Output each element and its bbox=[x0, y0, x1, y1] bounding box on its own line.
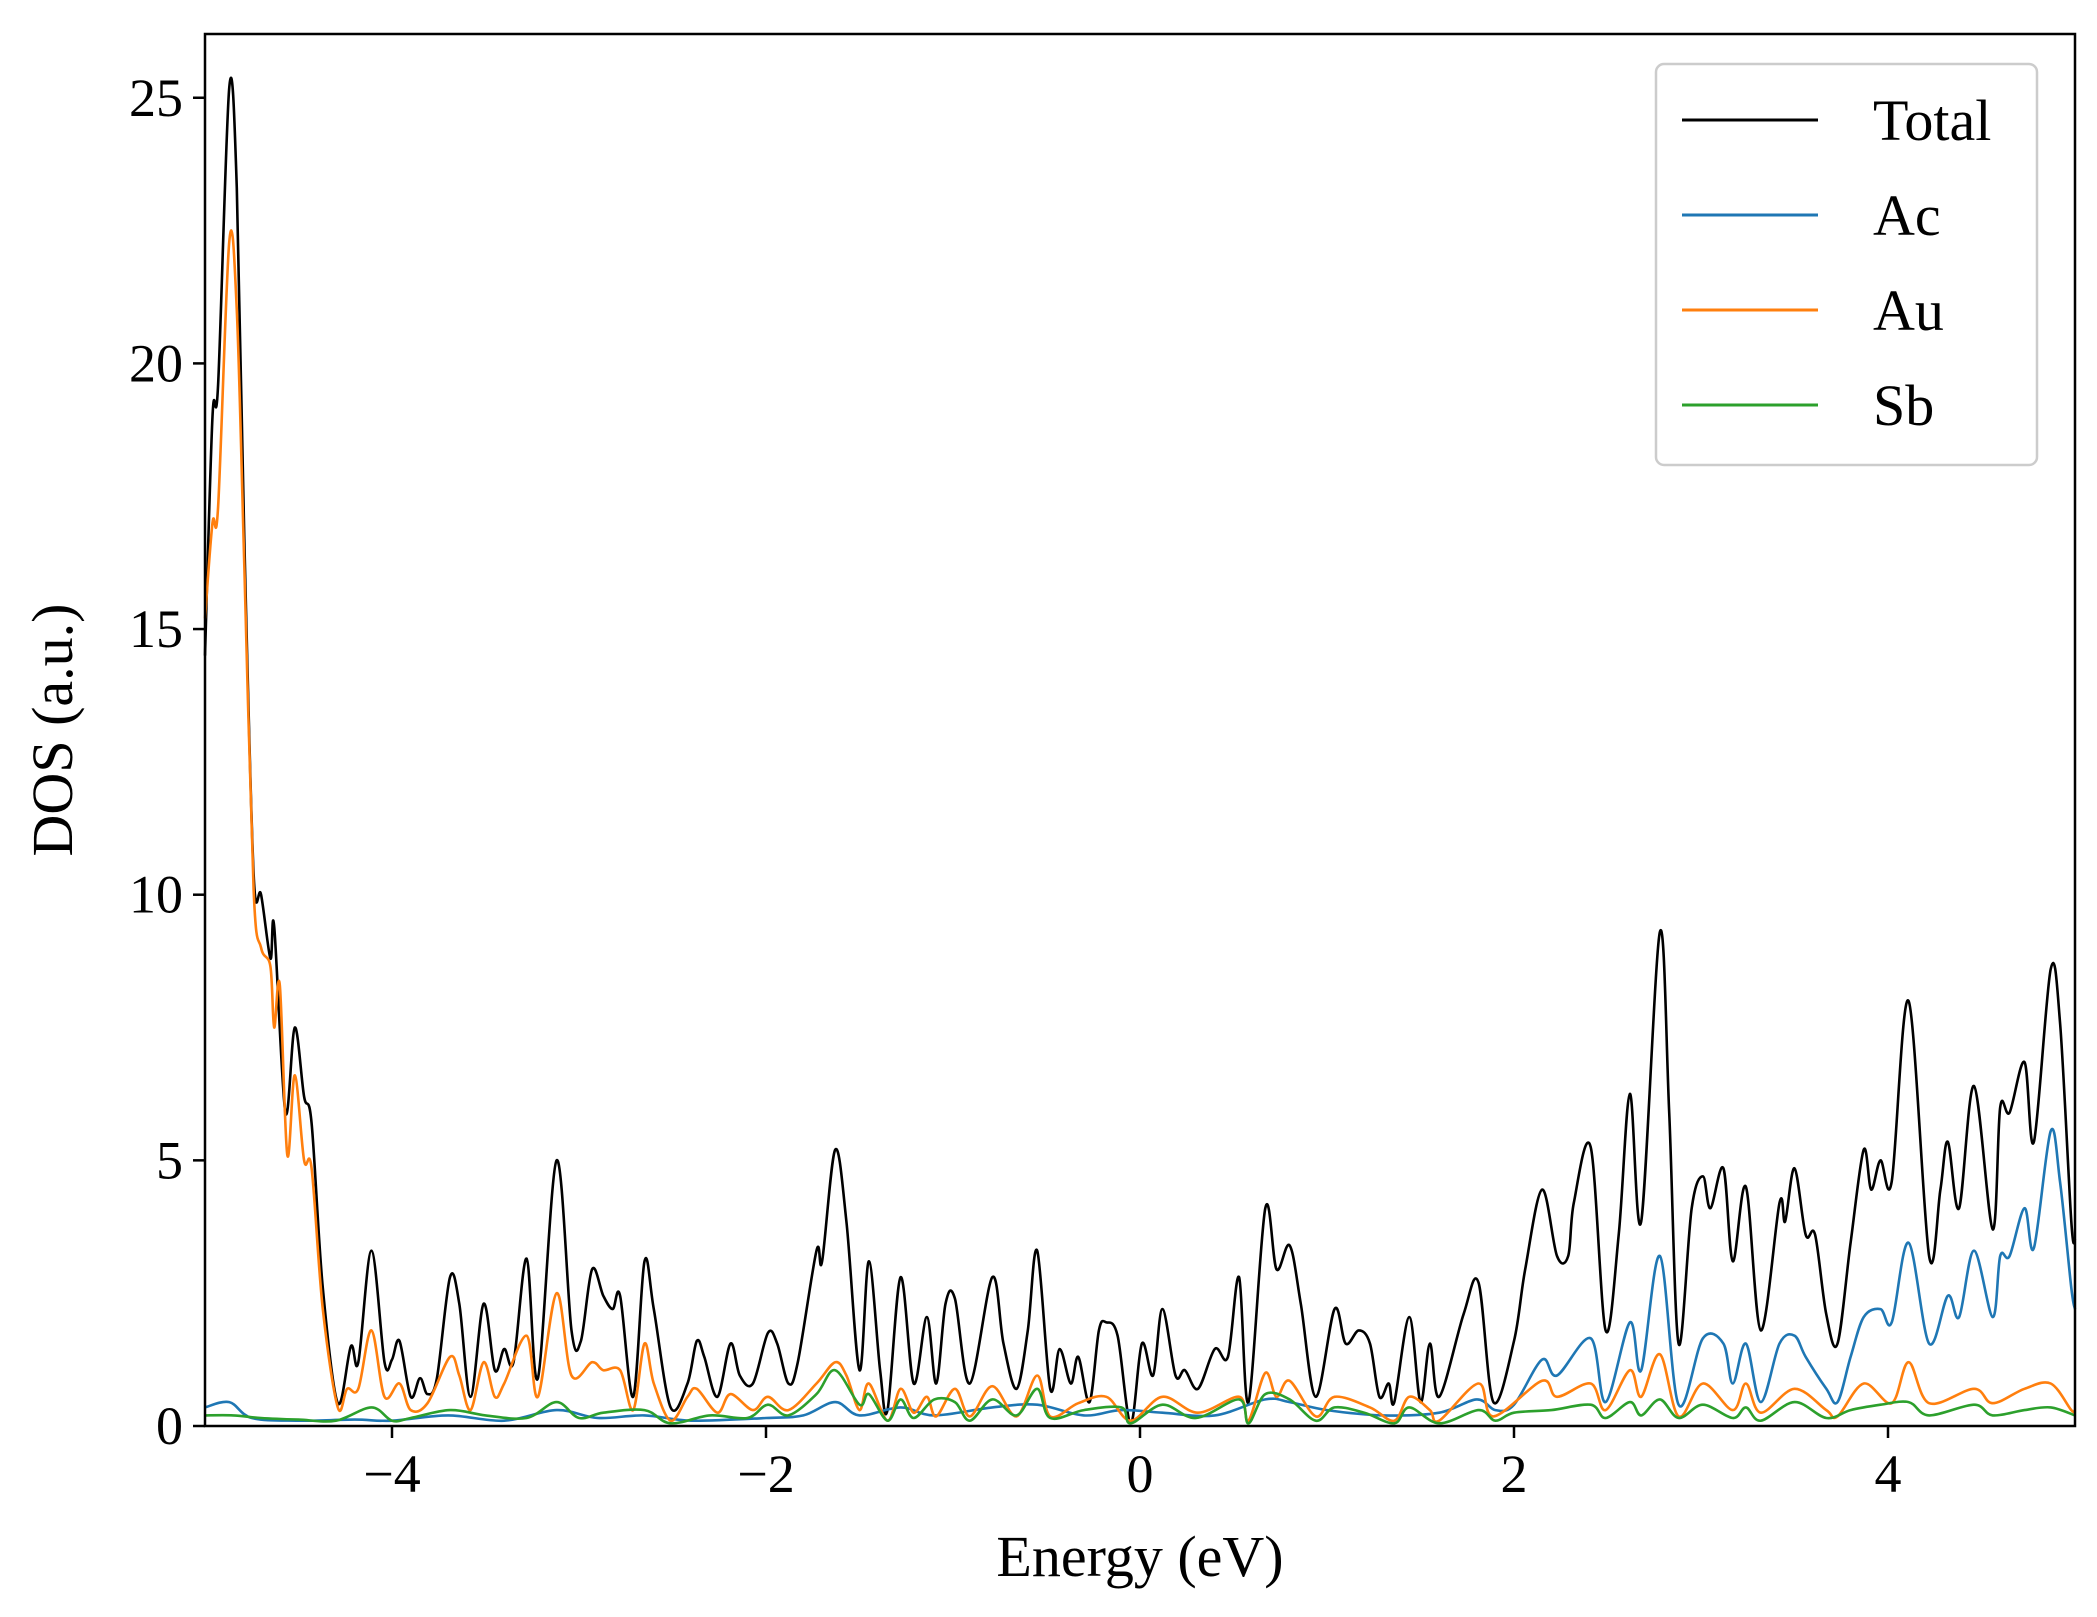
series-line-au bbox=[203, 229, 2077, 1423]
legend-label-au: Au bbox=[1873, 278, 1944, 343]
y-tick-label: 20 bbox=[129, 333, 183, 393]
series-line-sb bbox=[204, 1368, 2076, 1425]
y-tick-label: 10 bbox=[129, 865, 183, 925]
legend-label-sb: Sb bbox=[1873, 373, 1934, 438]
x-tick-label: 0 bbox=[1127, 1444, 1154, 1504]
legend: Total Ac Au Sb bbox=[1654, 62, 2039, 467]
y-tick-label: 5 bbox=[156, 1130, 183, 1190]
series-layer bbox=[203, 76, 2077, 1425]
x-tick-label: −2 bbox=[737, 1444, 794, 1504]
legend-label-total: Total bbox=[1873, 88, 1991, 153]
y-tick-label: 15 bbox=[129, 599, 183, 659]
x-tick-label: −4 bbox=[363, 1444, 420, 1504]
ticks-layer: −4 −2 0 2 4 0 5 10 15 20 25 bbox=[129, 68, 1902, 1504]
x-axis-label: Energy (eV) bbox=[996, 1524, 1283, 1589]
legend-label-ac: Ac bbox=[1873, 183, 1941, 248]
x-tick-label: 2 bbox=[1501, 1444, 1528, 1504]
legend-box bbox=[1654, 62, 2039, 467]
y-tick-label: 25 bbox=[129, 68, 183, 128]
series-line-ac bbox=[204, 1127, 2077, 1423]
x-tick-label: 4 bbox=[1875, 1444, 1902, 1504]
y-axis-label: DOS (a.u.) bbox=[20, 604, 85, 857]
y-tick-label: 0 bbox=[156, 1396, 183, 1456]
